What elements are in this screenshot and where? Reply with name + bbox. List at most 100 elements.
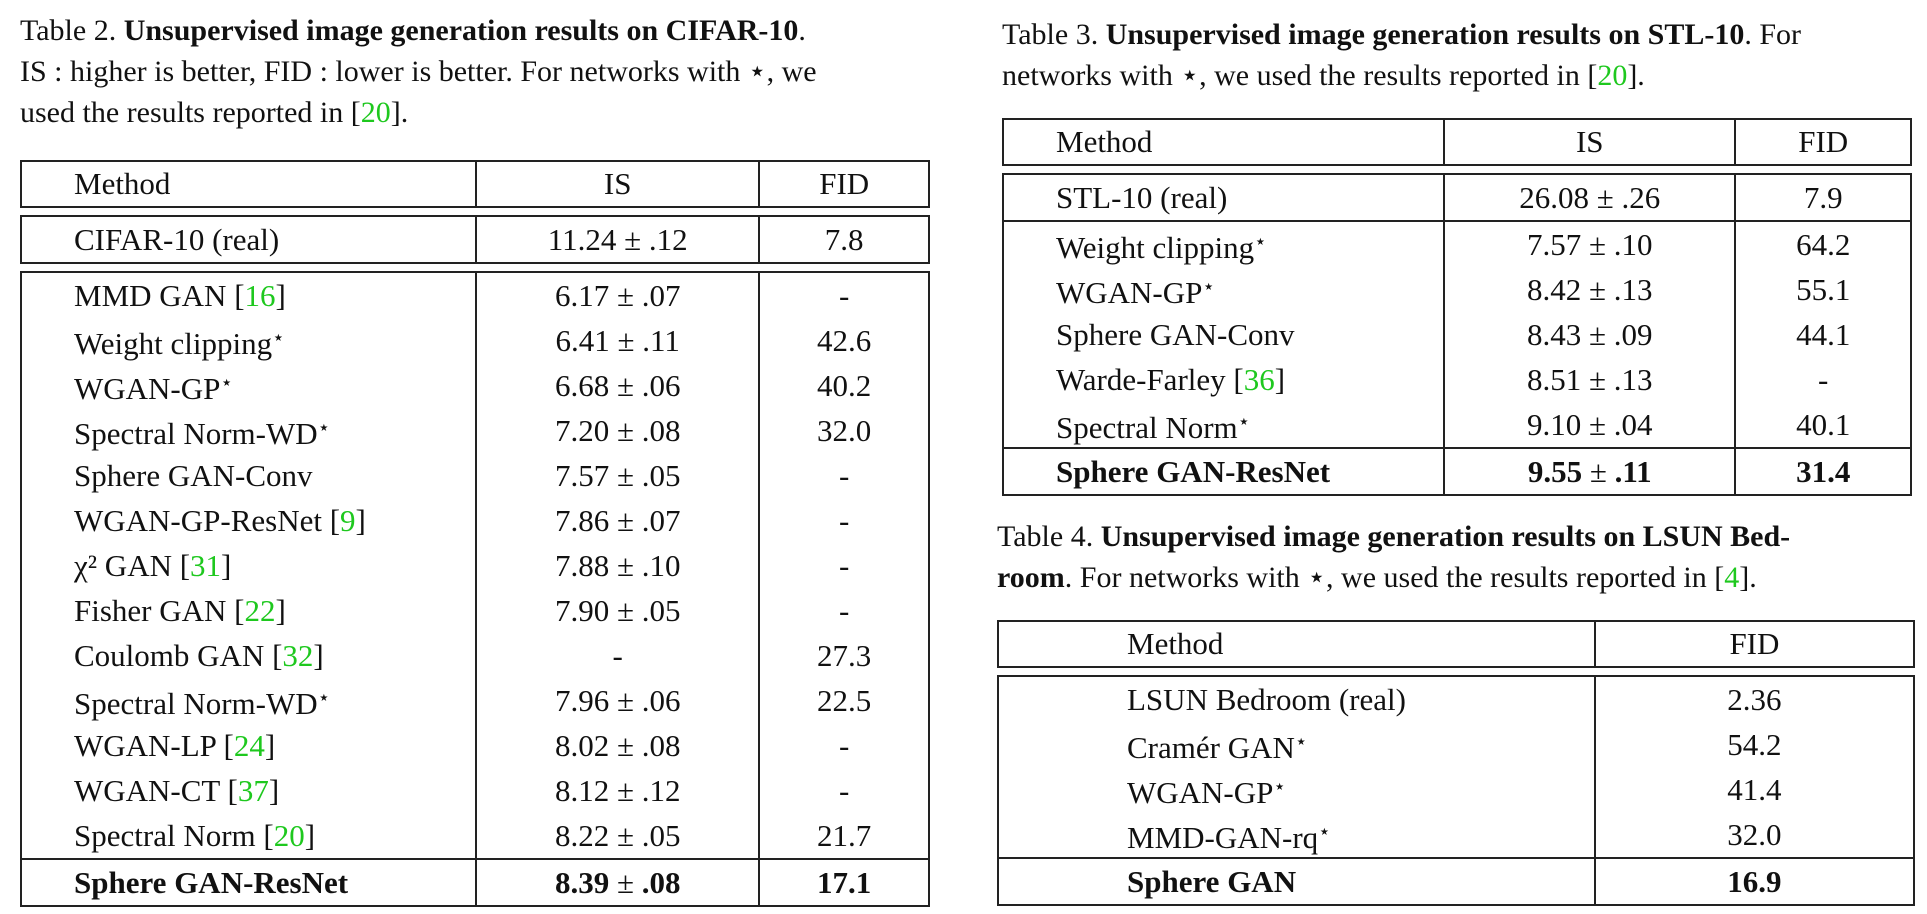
star-marker: ⋆: [1273, 775, 1286, 798]
star-marker: ⋆: [1237, 410, 1251, 433]
table-row: Coulomb GAN [32] -27.3: [19, 633, 930, 678]
table2-caption-title: Unsupervised image generation results on…: [123, 14, 799, 47]
star-marker: ⋆: [220, 371, 233, 394]
fid-cell: 27.3: [759, 633, 930, 678]
column-header-fid: FID: [1735, 118, 1912, 166]
fid-cell: 42.6: [759, 318, 930, 363]
method-cell: Spectral Norm-WD⋆: [19, 678, 478, 723]
table3-best-row: Sphere GAN-ResNet 9.55 ± .11 31.4: [1001, 447, 1912, 496]
column-header-is: IS: [476, 160, 761, 208]
citation-link[interactable]: 20: [1597, 59, 1628, 92]
table2-real-row: CIFAR-10 (real) 11.24 ± .12 7.8: [19, 215, 930, 264]
table-row: Sphere GAN-Conv 8.43 ± .09 44.1: [1001, 312, 1912, 357]
method-cell: Spectral Norm⋆: [1001, 402, 1446, 448]
table-row: WGAN-LP [24] 8.02 ± .08-: [19, 723, 930, 768]
method-cell: Spectral Norm-WD⋆: [19, 408, 478, 453]
fid-cell: 40.1: [1735, 402, 1912, 448]
method-cell: Cramér GAN⋆: [997, 722, 1596, 767]
fid-cell: -: [759, 543, 930, 588]
table2-caption-label: Table 2.: [20, 14, 124, 47]
star-marker: ⋆: [317, 416, 331, 439]
is-cell: 7.96 ± .06: [476, 678, 761, 723]
table-row: Spectral Norm⋆ 9.10 ± .04 40.1: [1001, 402, 1912, 448]
table3-caption-label: Table 3.: [1002, 18, 1106, 51]
table-row: Cramér GAN⋆ 54.2: [997, 722, 1916, 767]
method-cell: Weight clipping⋆: [1001, 221, 1446, 267]
method-cell: WGAN-GP⋆: [19, 363, 478, 408]
citation-link[interactable]: 16: [244, 277, 276, 313]
table3-caption: Table 3. Unsupervised image generation r…: [1002, 18, 1802, 92]
method-cell: WGAN-GP⋆: [997, 767, 1596, 812]
star-marker: ⋆: [1294, 730, 1308, 753]
fid-cell: -: [759, 498, 930, 543]
fid-cell: 41.4: [1594, 767, 1916, 812]
star-marker: ⋆: [272, 326, 285, 349]
column-header-method: Method: [19, 160, 478, 208]
fid-cell: 17.1: [759, 858, 930, 907]
fid-cell: -: [1735, 357, 1912, 402]
fid-cell: 64.2: [1735, 221, 1912, 267]
fid-cell: 44.1: [1735, 312, 1912, 357]
table-row: χ² GAN [31] 7.88 ± .10-: [19, 543, 930, 588]
table3-caption-title: Unsupervised image generation results on…: [1105, 18, 1745, 51]
table2-caption-line2: IS : higher is better, FID : lower is be…: [20, 55, 817, 88]
table2-body: MMD GAN [16] 6.17 ± .07- Weight clipping⋆ 6…: [19, 271, 930, 859]
table2-best-row: Sphere GAN-ResNet 8.39 ± .08 17.1: [19, 858, 930, 907]
table-row: MMD GAN [16] 6.17 ± .07-: [19, 271, 930, 318]
table-row: Weight clipping⋆ 6.41 ± .11 42.6: [19, 318, 930, 363]
is-cell: 7.88 ± .10: [476, 543, 761, 588]
citation-link[interactable]: 37: [237, 772, 269, 808]
column-header-method: Method: [1001, 118, 1446, 166]
citation-link[interactable]: 22: [244, 592, 276, 628]
star-marker: ⋆: [1318, 820, 1331, 843]
table4-caption-label: Table 4.: [997, 520, 1101, 553]
method-cell: CIFAR-10 (real): [19, 215, 478, 264]
table-row: WGAN-CT [37] 8.12 ± .12-: [19, 768, 930, 813]
citation-link[interactable]: 24: [233, 727, 265, 763]
method-cell: WGAN-GP⋆: [1001, 267, 1446, 312]
table4: Method FID LSUN Bedroom (real) 2.36 Cram…: [997, 620, 1916, 906]
citation-link[interactable]: 32: [282, 637, 314, 673]
fid-cell: 7.8: [759, 215, 930, 264]
fid-cell: -: [759, 588, 930, 633]
is-cell: -: [476, 633, 761, 678]
citation-link[interactable]: 4: [1724, 561, 1740, 594]
is-cell: 8.39 ± .08: [476, 858, 761, 907]
citation-link[interactable]: 20: [360, 96, 391, 129]
table-row: WGAN-GP⋆ 6.68 ± .06 40.2: [19, 363, 930, 408]
fid-cell: 32.0: [1594, 812, 1916, 858]
method-cell: Fisher GAN [22]: [19, 588, 478, 633]
citation-link[interactable]: 31: [190, 547, 222, 583]
column-header-is: IS: [1444, 118, 1737, 166]
table-row: Spectral Norm-WD⋆ 7.96 ± .06 22.5: [19, 678, 930, 723]
citation-link[interactable]: 9: [340, 502, 356, 538]
is-cell: 7.57 ± .10: [1444, 221, 1737, 267]
table3: Method IS FID STL-10 (real) 26.08 ± .26 …: [1001, 118, 1912, 496]
is-cell: 8.22 ± .05: [476, 813, 761, 859]
column-header-method: Method: [997, 620, 1596, 668]
is-cell: 11.24 ± .12: [476, 215, 761, 264]
fid-cell: 32.0: [759, 408, 930, 453]
table-row: Spectral Norm [20] 8.22 ± .05 21.7: [19, 813, 930, 859]
method-cell: Spectral Norm [20]: [19, 813, 478, 859]
table4-real-row: LSUN Bedroom (real) 2.36: [997, 675, 1916, 722]
is-cell: 9.55 ± .11: [1444, 447, 1737, 496]
is-cell: 8.42 ± .13: [1444, 267, 1737, 312]
citation-link[interactable]: 20: [273, 817, 305, 853]
citation-link[interactable]: 36: [1243, 361, 1275, 397]
method-cell: MMD-GAN-rq⋆: [997, 812, 1596, 858]
fid-cell: -: [759, 271, 930, 318]
fid-cell: -: [759, 453, 930, 498]
method-cell: MMD GAN [16]: [19, 271, 478, 318]
method-cell: Sphere GAN-ResNet: [19, 858, 478, 907]
is-cell: 7.57 ± .05: [476, 453, 761, 498]
fid-cell: -: [759, 723, 930, 768]
method-cell: Sphere GAN-Conv: [1001, 312, 1446, 357]
fid-cell: 7.9: [1735, 173, 1912, 222]
method-cell: Coulomb GAN [32]: [19, 633, 478, 678]
table4-body: LSUN Bedroom (real) 2.36 Cramér GAN⋆ 54.2…: [997, 675, 1916, 858]
is-cell: 8.51 ± .13: [1444, 357, 1737, 402]
star-marker: ⋆: [1202, 275, 1215, 298]
method-cell: LSUN Bedroom (real): [997, 675, 1596, 722]
is-cell: 26.08 ± .26: [1444, 173, 1737, 222]
